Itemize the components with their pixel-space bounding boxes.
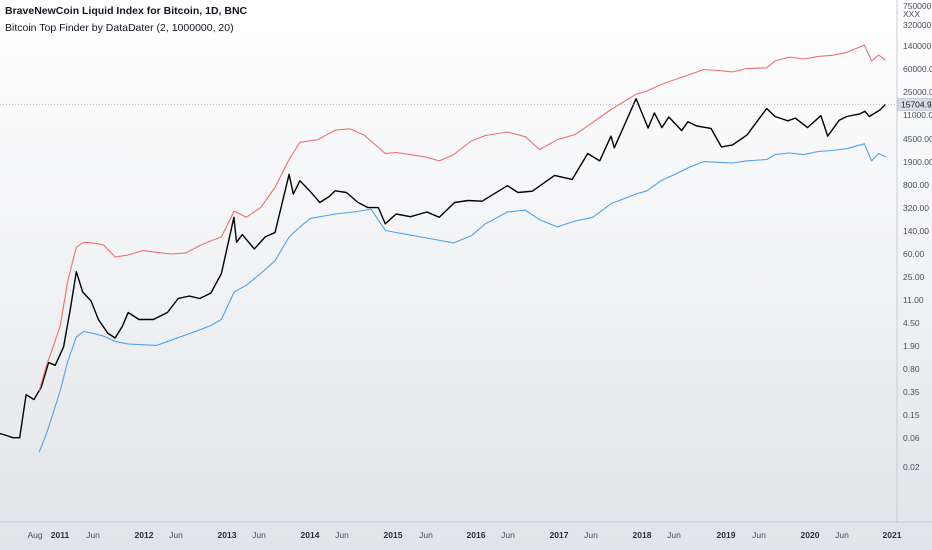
y-tick-label: 0.15	[903, 410, 920, 420]
x-tick-year: 2011	[51, 530, 70, 540]
y-tick-label: 11000.00	[903, 110, 932, 120]
y-tick-label: 140.00	[903, 226, 929, 236]
y-tick-label: 800.00	[903, 180, 929, 190]
y-tick-label: 4.50	[903, 318, 920, 328]
x-tick-month: Jun	[252, 530, 266, 540]
y-tick-label: 750000.00	[903, 1, 932, 11]
x-tick-month: Jun	[419, 530, 433, 540]
x-tick-month: Jun	[86, 530, 100, 540]
y-tick-label: 140000.00	[903, 41, 932, 51]
y-tick-label: 60000.00	[903, 64, 932, 74]
x-tick-month: Jun	[584, 530, 598, 540]
x-tick-year: 2014	[301, 530, 320, 540]
indicator-title: Bitcoin Top Finder by DataDater (2, 1000…	[5, 22, 234, 34]
x-axis[interactable]: Aug 2011 Jun 2012 Jun 2013 Jun 2014 Jun 2015 Jun 20…	[0, 521, 932, 540]
x-tick-year: 2015	[384, 530, 403, 540]
x-tick-month: Jun	[169, 530, 183, 540]
x-tick-year: 2020	[801, 530, 820, 540]
last-price-badge	[897, 98, 932, 111]
y-tick-label: 0.02	[903, 462, 920, 472]
y-tick-label: 1900.00	[903, 157, 932, 167]
x-tick-month: Jun	[752, 530, 766, 540]
chart-title: BraveNewCoin Liquid Index for Bitcoin, 1…	[5, 5, 248, 17]
y-tick-label: XXX	[903, 9, 920, 19]
x-tick-month: Jun	[835, 530, 849, 540]
y-tick-label: 4500.00	[903, 134, 932, 144]
x-tick-month: Jun	[335, 530, 349, 540]
x-tick-year: 2021	[883, 530, 902, 540]
x-tick-month: Jun	[667, 530, 681, 540]
top-band-line	[38, 44, 886, 391]
x-tick-year: 2018	[633, 530, 652, 540]
x-tick-year: 2019	[717, 530, 736, 540]
x-tick-year: 2017	[550, 530, 569, 540]
x-tick-year: 2016	[467, 530, 486, 540]
x-tick-month: Jun	[501, 530, 515, 540]
last-price-marker: 15704.97	[0, 98, 932, 111]
last-price-label: 15704.97	[901, 99, 932, 109]
y-tick-label: 320000.00	[903, 20, 932, 30]
y-tick-label: 320.00	[903, 203, 929, 213]
y-tick-label: 11.00	[903, 295, 924, 305]
y-tick-label: 25000.00	[903, 87, 932, 97]
x-tick-month: Aug	[27, 530, 42, 540]
y-tick-label: 25.00	[903, 272, 925, 282]
y-tick-label: 0.35	[903, 387, 920, 397]
y-tick-label: 60.00	[903, 249, 925, 259]
x-tick-year: 2012	[135, 530, 154, 540]
bottom-band-line	[38, 143, 886, 453]
y-tick-label: 0.80	[903, 364, 920, 374]
price-line	[0, 97, 886, 439]
y-tick-label: 0.06	[903, 433, 920, 443]
y-tick-label: 1.90	[903, 341, 920, 351]
x-tick-year: 2013	[218, 530, 237, 540]
series-layer	[0, 44, 886, 453]
